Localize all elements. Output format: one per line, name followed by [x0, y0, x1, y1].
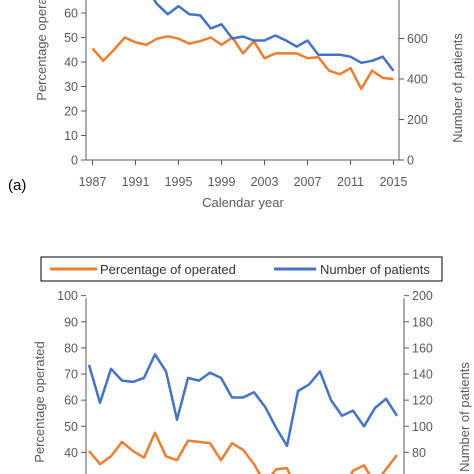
left-tick-label: 90 — [64, 315, 78, 329]
left-tick-label: 0 — [71, 154, 78, 168]
right-tick-label: 140 — [412, 368, 433, 382]
x-tick-label: 2011 — [337, 175, 364, 189]
left-tick-label: 30 — [64, 80, 78, 94]
x-tick-label: 1991 — [122, 175, 150, 189]
left-tick-label: 10 — [64, 129, 78, 143]
panel-a-left-axis-title: Percentage operated — [34, 0, 49, 101]
left-tick-label: 50 — [64, 420, 78, 434]
left-tick-label: 50 — [64, 31, 78, 45]
left-tick-label: 40 — [64, 56, 78, 70]
right-tick-label: 180 — [412, 315, 433, 329]
right-tick-label: 600 — [407, 32, 428, 46]
left-tick-label: 100 — [57, 289, 78, 303]
legend-label-percentage: Percentage of operated — [100, 262, 236, 277]
right-tick-label: 80 — [412, 446, 426, 460]
left-tick-label: 20 — [64, 105, 78, 119]
right-tick-label: 100 — [412, 420, 433, 434]
legend-label-patients: Number of patients — [320, 262, 430, 277]
right-tick-label: 200 — [412, 289, 433, 303]
number-of-patients-line — [87, 353, 399, 448]
legend: Percentage of operated Number of patient… — [40, 256, 443, 282]
panel-b: Percentage of operated Number of patient… — [32, 256, 472, 474]
x-tick-label: 1987 — [79, 175, 107, 189]
left-tick-label: 60 — [64, 7, 78, 21]
x-tick-label: 2003 — [251, 175, 279, 189]
number-of-patients-line — [152, 0, 395, 72]
right-tick-label: 200 — [407, 113, 428, 127]
left-tick-label: 40 — [64, 446, 78, 460]
left-tick-label: 70 — [64, 368, 78, 382]
left-tick-label: 30 — [64, 472, 78, 474]
x-tick-label: 2007 — [294, 175, 322, 189]
panel-a-label: (a) — [8, 177, 26, 194]
panel-b-right-axis-title: Number of patients — [457, 362, 472, 472]
right-tick-label: 400 — [407, 73, 428, 87]
percentage-operated-line — [91, 35, 394, 91]
left-tick-label: 80 — [64, 341, 78, 355]
panel-a-x-axis-title: Calendar year — [202, 195, 284, 210]
panel-b-left-axis-title: Percentage operated — [32, 341, 47, 462]
panel-a-right-axis-title: Number of patients — [450, 33, 465, 143]
right-tick-label: 60 — [412, 472, 426, 474]
left-tick-label: 60 — [64, 394, 78, 408]
right-tick-label: 160 — [412, 341, 433, 355]
x-tick-label: 1999 — [208, 175, 236, 189]
right-tick-label: 120 — [412, 394, 433, 408]
panel-a: 0 10 20 30 40 50 60 0 200 400 600 1987 1991 1995 199… — [8, 0, 465, 210]
percentage-operated-line — [88, 431, 398, 474]
x-tick-label: 2015 — [380, 175, 408, 189]
x-tick-label: 1995 — [165, 175, 193, 189]
right-tick-label: 0 — [407, 154, 414, 168]
legend-box — [40, 256, 443, 282]
